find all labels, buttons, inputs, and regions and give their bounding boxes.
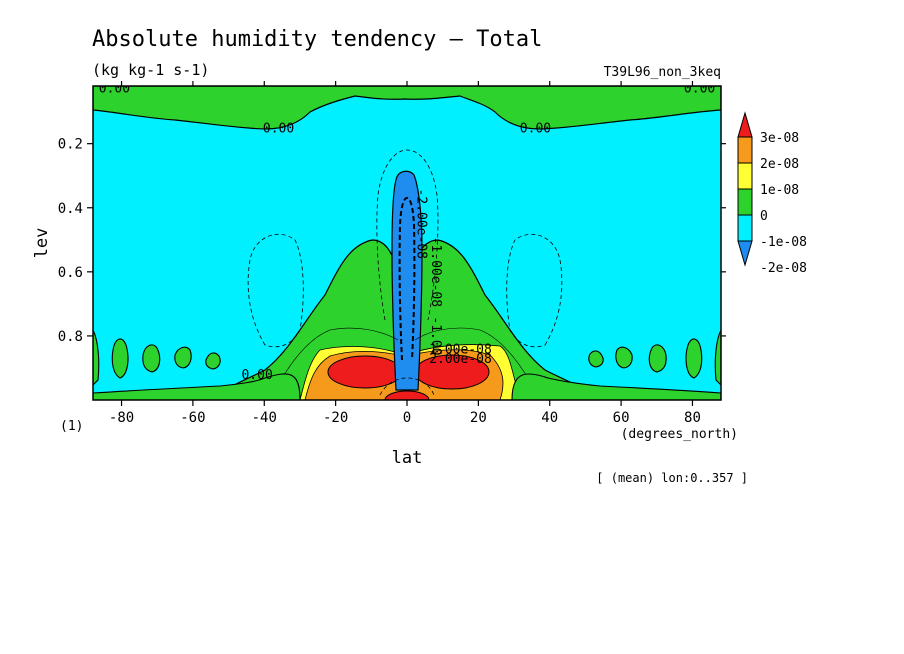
contour-label: 2.00e-08	[429, 352, 492, 367]
averaging-note: [ (mean) lon:0..357 ]	[596, 471, 748, 485]
colorbar-swatch-2	[737, 162, 753, 190]
x-tick-label: 0	[403, 410, 411, 426]
contour-label: 1.00e-08	[429, 343, 492, 358]
surface-positive-band	[93, 373, 301, 400]
colorbar-label: -2e-08	[760, 261, 807, 276]
contour-label: 0.00	[241, 368, 272, 383]
contour-field: 0.00 0.00 0.00 0.00 0.00 -2.00e-08-1.00e-08 -1…	[93, 81, 721, 400]
y-unit-label: (1)	[60, 419, 83, 434]
x-unit-label: (degrees_north)	[621, 427, 738, 442]
units-label: (kg kg-1 s-1)	[92, 61, 209, 79]
x-tick-label: 80	[684, 410, 701, 426]
colorbar-label: -1e-08	[760, 235, 807, 250]
negative-contours	[247, 149, 563, 396]
contour-label-group: 0.00 0.00 0.00 0.00 0.00 -2.00e-08-1.00e-08 -1…	[99, 81, 715, 383]
polar-lobes-south	[93, 329, 221, 386]
polar-lobes-north	[588, 329, 721, 386]
colorbar-label: 3e-08	[760, 131, 799, 146]
y-axis: 0.2 0.4 0.6 0.8	[58, 137, 726, 345]
x-tick-label: -20	[323, 410, 348, 426]
colorbar-swatch-4	[737, 214, 753, 242]
x-tick-label: -60	[180, 410, 205, 426]
run-label: T39L96_non_3keq	[604, 65, 721, 80]
chart-title: Absolute humidity tendency — Total	[92, 27, 542, 52]
x-tick-label: -80	[109, 410, 134, 426]
red-blob-surface	[384, 390, 430, 400]
colorbar-swatch-3	[737, 188, 753, 216]
x-tick-label: 20	[470, 410, 487, 426]
contour-label: 0.00	[99, 81, 130, 96]
colorbar-bottom-arrow	[737, 240, 753, 267]
x-tick-label: 40	[541, 410, 558, 426]
y-tick-label: 0.4	[58, 201, 83, 217]
contour-label: -1.00	[428, 316, 443, 355]
contour-label: -2.00e-08	[414, 189, 429, 259]
y-tick-label: 0.6	[58, 265, 83, 281]
colorbar-label: 0	[760, 209, 768, 224]
y-tick-label: 0.8	[58, 329, 83, 345]
y-tick-label: 0.2	[58, 137, 83, 153]
contour-label: 0.00	[684, 81, 715, 96]
x-axis: -80 -60 -40 -20 0 20 40 60 80	[109, 81, 701, 426]
contour-label: -1.00e-08	[428, 237, 443, 307]
equatorial-negative-core	[398, 196, 416, 361]
colorbar-label: 1e-08	[760, 183, 799, 198]
contour-label: 0.00	[263, 121, 294, 136]
colorbar: 3e-08 2e-08 1e-08 0 -1e-08 -2e-08	[737, 111, 807, 276]
colorbar-top-arrow	[737, 111, 753, 138]
x-tick-label: -40	[252, 410, 277, 426]
contour-label: 0.00	[520, 121, 551, 136]
colorbar-label: 2e-08	[760, 157, 799, 172]
top-positive-band	[93, 86, 721, 130]
colorbar-swatch-1	[737, 136, 753, 164]
x-tick-label: 60	[613, 410, 630, 426]
x-axis-title: lat	[392, 448, 423, 468]
y-axis-title: lev	[32, 228, 52, 259]
surface-positive-band-north	[511, 373, 721, 400]
